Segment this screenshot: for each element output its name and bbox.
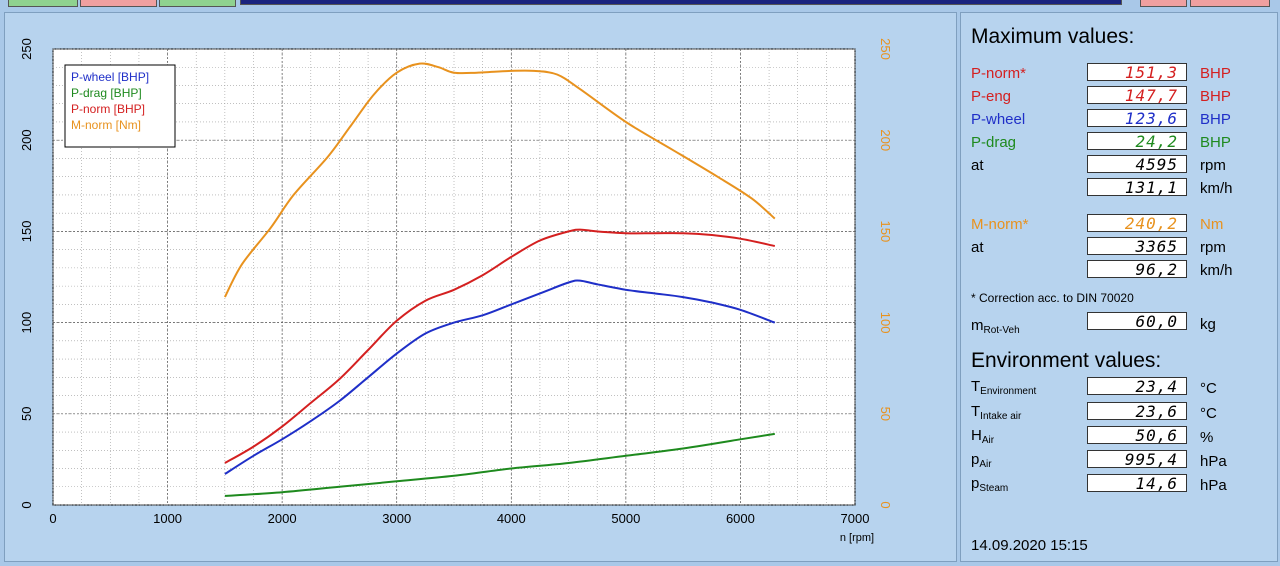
x-tick-label: 3000 [382, 511, 411, 526]
x-tick-label: 1000 [153, 511, 182, 526]
y-tick-label-right: 250 [878, 38, 893, 60]
y-tick-label-right: 200 [878, 129, 893, 151]
env-row-label: TIntake air [971, 403, 1022, 422]
max-row-value: 123,6 [1087, 109, 1187, 127]
max-row-unit: rpm [1200, 239, 1226, 256]
max-row-unit: BHP [1200, 88, 1231, 105]
max-row-unit: km/h [1200, 180, 1233, 197]
p-drag-line [224, 432, 775, 497]
env-row-unit: hPa [1200, 453, 1227, 470]
y-tick-label-left: 250 [19, 38, 34, 60]
legend-entry: P-drag [BHP] [71, 86, 142, 100]
m-norm-line [224, 62, 776, 298]
env-row-value: 995,4 [1087, 450, 1187, 468]
max-row-value: 4595 [1087, 155, 1187, 173]
y-tick-label-left: 150 [19, 221, 34, 243]
toolbar-button-red-3[interactable] [1190, 0, 1270, 7]
title-bar [240, 0, 1122, 5]
y-tick-label-left: 200 [19, 129, 34, 151]
max-row-unit: rpm [1200, 157, 1226, 174]
power-torque-chart: 0 1000 2000 3000 4000 5000 6000 700005010015020… [19, 38, 893, 544]
env-row-unit: % [1200, 429, 1214, 446]
max-row-unit: Nm [1200, 216, 1224, 233]
y-tick-label-left: 100 [19, 312, 34, 334]
toolbar-button-green-1[interactable] [8, 0, 78, 7]
max-values-title: Maximum values: [971, 25, 1135, 48]
env-row-value: 23,4 [1087, 377, 1187, 395]
env-row-value: 23,6 [1087, 402, 1187, 420]
max-row-value: 131,1 [1087, 178, 1187, 196]
x-tick-label: 2000 [268, 511, 297, 526]
env-row-unit: °C [1200, 405, 1217, 422]
max-row-value: 147,7 [1087, 86, 1187, 104]
max-row-label: at [971, 239, 984, 256]
env-row-value: 14,6 [1087, 474, 1187, 492]
environment-values-title: Environment values: [971, 349, 1162, 372]
y-tick-label-right: 0 [878, 501, 893, 508]
legend-entry: P-wheel [BHP] [71, 70, 149, 84]
x-tick-label: 7000 [841, 511, 870, 526]
max-row-unit: BHP [1200, 111, 1231, 128]
y-tick-label-right: 100 [878, 312, 893, 334]
toolbar-button-red-2[interactable] [1140, 0, 1187, 7]
max-row-value: 24,2 [1087, 132, 1187, 150]
max-row-unit: km/h [1200, 262, 1233, 279]
mrot-label: mRot-Veh [971, 317, 1020, 336]
env-row-label: pAir [971, 451, 992, 470]
max-row-value: 3365 [1087, 237, 1187, 255]
max-row-value: 240,2 [1087, 214, 1187, 232]
max-row-label: at [971, 157, 984, 174]
env-row-unit: hPa [1200, 477, 1227, 494]
x-tick-label: 4000 [497, 511, 526, 526]
y-tick-label-right: 150 [878, 221, 893, 243]
toolbar-button-green-2[interactable] [159, 0, 236, 7]
max-row-value: 96,2 [1087, 260, 1187, 278]
y-tick-label-left: 50 [19, 407, 34, 421]
chart-panel: 0 1000 2000 3000 4000 5000 6000 7000 0 50 100 150 20… [4, 12, 957, 562]
env-row-label: TEnvironment [971, 378, 1037, 397]
p-wheel-line [224, 279, 776, 475]
max-row-unit: BHP [1200, 134, 1231, 151]
x-tick-label: 6000 [726, 511, 755, 526]
legend-entry: M-norm [Nm] [71, 118, 141, 132]
timestamp: 14.09.2020 15:15 [971, 537, 1088, 554]
env-row-value: 50,6 [1087, 426, 1187, 444]
max-row-value: 151,3 [1087, 63, 1187, 81]
x-tick-label: 5000 [611, 511, 640, 526]
correction-note: * Correction acc. to DIN 70020 [971, 291, 1134, 305]
max-row-label: M-norm* [971, 216, 1029, 233]
max-row-unit: BHP [1200, 65, 1231, 82]
mrot-unit: kg [1200, 316, 1216, 333]
env-row-unit: °C [1200, 380, 1217, 397]
values-panel: Maximum values: P-norm* 151,3 BHP P-eng 147,… [960, 12, 1278, 562]
x-tick-label: 0 [49, 511, 56, 526]
legend-entry: P-norm [BHP] [71, 102, 145, 116]
env-row-label: HAir [971, 427, 995, 446]
y-tick-label-right: 50 [878, 407, 893, 421]
max-row-label: P-wheel [971, 111, 1026, 128]
max-row-label: P-norm* [971, 65, 1027, 82]
max-row-label: P-drag [971, 134, 1017, 151]
mrot-value: 60,0 [1087, 312, 1187, 330]
max-row-label: P-eng [971, 88, 1012, 105]
toolbar-button-red-1[interactable] [80, 0, 157, 7]
legend-box [64, 64, 176, 148]
y-tick-label-left: 0 [19, 501, 34, 508]
env-row-label: pSteam [971, 475, 1009, 494]
x-axis-label: n [rpm] [840, 532, 874, 544]
toolbar-strip [0, 0, 1280, 12]
p-norm-line [224, 228, 776, 464]
